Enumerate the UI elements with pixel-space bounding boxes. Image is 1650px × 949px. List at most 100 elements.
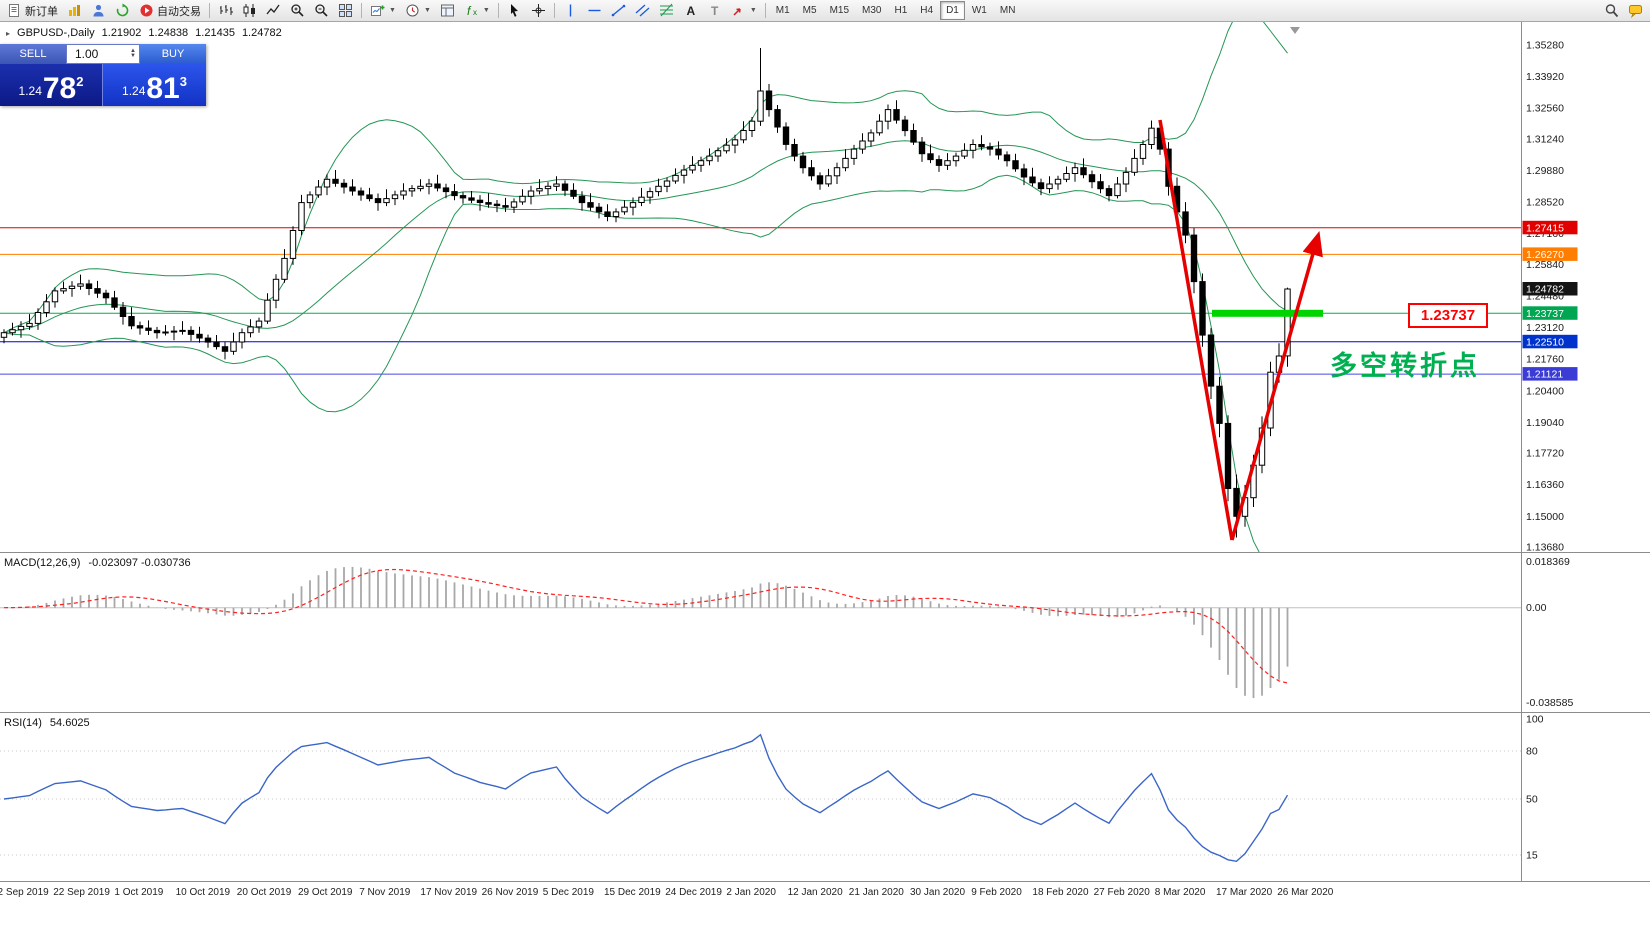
macd-panel[interactable]: 0.018369 0.00 -0.038585 MACD(12,26,9) -0.0… [0, 553, 1650, 712]
periods-button[interactable]: ▼ [401, 0, 435, 21]
timeframe-d1-button[interactable]: D1 [940, 1, 965, 20]
timeframe-h4-button[interactable]: H4 [920, 5, 934, 16]
new-chart-button[interactable]: ▼ [366, 0, 400, 21]
community-button[interactable] [1624, 0, 1647, 21]
price-chart-canvas[interactable]: 1.35280 1.33920 1.32560 1.31240 1.29880 1.285… [0, 22, 1650, 552]
svg-text:50: 50 [1526, 794, 1538, 806]
sell-price[interactable]: 1.24 78 2 [0, 64, 103, 106]
doc-icon [7, 3, 22, 18]
date-label: 30 Jan 2020 [910, 887, 966, 898]
vertical-line-tool-button[interactable] [559, 0, 582, 21]
support-zone-highlight[interactable] [1212, 309, 1323, 317]
timeframe-w1-button[interactable]: W1 [971, 5, 987, 16]
panel-separator[interactable] [0, 712, 1650, 713]
svg-text:1.25840: 1.25840 [1526, 259, 1564, 271]
cursor-icon [507, 3, 522, 18]
buy-button[interactable]: BUY [140, 44, 206, 64]
channel-tool-button[interactable] [631, 0, 654, 21]
search-button[interactable] [1600, 0, 1623, 21]
ohlc-close: 1.24782 [241, 27, 282, 39]
rsi-value: 54.6025 [49, 717, 90, 729]
cursor-tool-button[interactable] [503, 0, 526, 21]
chart-shift-marker[interactable] [1290, 27, 1300, 34]
ohlc-header: ▸ GBPUSD-,Daily 1.21902 1.24838 1.21435 … [6, 27, 282, 39]
chat-icon [1628, 3, 1643, 18]
timeframe-h1-button[interactable]: H1 [894, 5, 908, 16]
line-chart-mode-button[interactable] [262, 0, 285, 21]
rsi-line [3, 733, 1289, 863]
ohlc-bars-icon [218, 3, 233, 18]
trend-arrows[interactable] [1158, 119, 1323, 541]
bar-chart-mode-button[interactable] [214, 0, 237, 21]
arrows-tool-button[interactable]: ▼ [727, 0, 761, 21]
refresh-button[interactable] [111, 0, 134, 21]
timeframe-m5-button[interactable]: M5 [802, 5, 817, 16]
crosshair-tool-button[interactable] [527, 0, 550, 21]
zoom-out-button[interactable] [310, 0, 333, 21]
price-scale[interactable]: 1.35280 1.33920 1.32560 1.31240 1.29880 1.285… [1521, 22, 1565, 552]
candlestick-mode-button[interactable] [238, 0, 261, 21]
date-axis[interactable]: 12 Sep 2019 22 Sep 2019 1 Oct 2019 10 Oct 2… [0, 882, 1650, 905]
timeframe-mn-button[interactable]: MN [999, 5, 1016, 16]
horizontal-line-tool-button[interactable] [583, 0, 606, 21]
volume-value: 1.00 [75, 47, 99, 61]
macd-name: MACD(12,26,9) [4, 557, 81, 569]
date-label: 18 Feb 2020 [1032, 887, 1089, 898]
sell-price-pipette: 2 [76, 74, 84, 89]
textT-icon: T [707, 3, 722, 18]
label-tool-button[interactable]: T [703, 0, 726, 21]
price-chart-panel[interactable]: 1.35280 1.33920 1.32560 1.31240 1.29880 1.285… [0, 22, 1650, 552]
svg-text:1.24782: 1.24782 [1526, 284, 1564, 296]
rsi-level-lines [0, 750, 1522, 856]
rsi-canvas[interactable]: 100 80 50 15 [0, 713, 1650, 881]
date-label: 2 Jan 2020 [726, 887, 776, 898]
buy-price[interactable]: 1.24 81 3 [103, 64, 206, 106]
spinner-up-icon[interactable]: ▲ [130, 48, 136, 54]
support-price-label[interactable]: 1.23737 [1408, 303, 1488, 328]
volume-input[interactable]: 1.00 ▲ ▼ [66, 44, 140, 64]
rsi-scale[interactable]: 100 80 50 15 [1521, 713, 1544, 881]
svg-text:1.29880: 1.29880 [1526, 165, 1564, 177]
spinner-down-icon[interactable]: ▼ [130, 53, 136, 59]
new-order-button[interactable]: 新订单 [3, 0, 62, 21]
svg-text:1.28520: 1.28520 [1526, 197, 1564, 209]
date-label: 27 Feb 2020 [1093, 887, 1150, 898]
timeframe-m1-button[interactable]: M1 [775, 5, 790, 16]
rsi-panel[interactable]: 100 80 50 15 RSI(14) 54.6025 [0, 713, 1650, 881]
horizontal-level-lines[interactable] [0, 227, 1522, 375]
timeframe-m30-button[interactable]: M30 [862, 5, 882, 16]
vline-icon [563, 3, 578, 18]
toolbar-separator [764, 3, 766, 18]
macd-canvas[interactable]: 0.018369 0.00 -0.038585 [0, 553, 1650, 712]
volume-spinner[interactable]: ▲ ▼ [130, 48, 136, 59]
turning-point-annotation[interactable]: 多空转折点 [1330, 351, 1480, 381]
sell-button[interactable]: SELL [0, 44, 66, 64]
svg-text:1.21121: 1.21121 [1526, 369, 1563, 381]
tile-windows-button[interactable] [334, 0, 357, 21]
chart-profile-button[interactable] [63, 0, 86, 21]
date-label: 9 Feb 2020 [971, 887, 1022, 898]
auto-trading-button[interactable]: 自动交易 [135, 0, 205, 21]
accounts-button[interactable] [87, 0, 110, 21]
buy-price-pipette: 3 [179, 74, 187, 89]
zigzag-icon [266, 3, 281, 18]
chart-title: GBPUSD-,Daily [17, 27, 95, 39]
text-tool-button[interactable]: A [679, 0, 702, 21]
timeframe-m15-button[interactable]: M15 [829, 5, 850, 16]
candlesticks [0, 48, 1291, 538]
templates-button[interactable] [436, 0, 459, 21]
date-label: 17 Mar 2020 [1216, 887, 1273, 898]
rsi-name: RSI(14) [4, 717, 42, 729]
zoom-in-button[interactable] [286, 0, 309, 21]
magnifier-icon [1604, 3, 1619, 18]
panel-separator[interactable] [0, 552, 1650, 553]
svg-text:0.018369: 0.018369 [1526, 556, 1570, 568]
indicators-list-button[interactable]: f x ▼ [460, 0, 494, 21]
trendline-tool-button[interactable] [607, 0, 630, 21]
fibonacci-tool-button[interactable] [655, 0, 678, 21]
buy-price-prefix: 1.24 [122, 84, 146, 98]
date-label: 10 Oct 2019 [175, 887, 231, 898]
macd-scale[interactable]: 0.018369 0.00 -0.038585 [1521, 553, 1574, 712]
toolbar-separator [553, 3, 555, 18]
